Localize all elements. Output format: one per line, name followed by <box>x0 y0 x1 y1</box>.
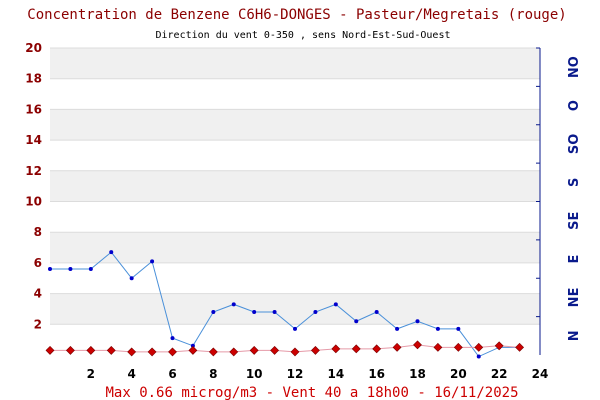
data-point <box>351 344 361 354</box>
data-point <box>231 302 236 307</box>
band <box>50 170 540 202</box>
data-point <box>272 310 277 315</box>
data-point <box>354 319 359 324</box>
band <box>50 48 540 79</box>
data-point <box>188 345 198 355</box>
x-tick-label: 4 <box>127 367 135 381</box>
data-point <box>333 302 338 307</box>
x-tick-label: 8 <box>209 367 217 381</box>
gridlines <box>50 47 540 325</box>
band <box>50 201 540 233</box>
data-point <box>208 347 218 357</box>
x-tick-label: 2 <box>87 367 95 381</box>
data-point <box>415 319 420 324</box>
wind-direction-label: NO <box>567 56 582 78</box>
y-tick-label: 4 <box>34 287 42 301</box>
wind-direction-label: NE <box>567 288 582 308</box>
data-point <box>372 344 382 354</box>
y-tick-label: 14 <box>25 133 42 147</box>
y-tick-label: 20 <box>25 41 42 55</box>
band <box>50 78 540 110</box>
y-tick-label: 6 <box>34 256 42 270</box>
data-point <box>106 345 116 355</box>
x-tick-label: 18 <box>409 367 426 381</box>
data-point <box>313 310 318 315</box>
series-layer <box>45 250 525 359</box>
data-point <box>515 342 525 352</box>
data-point <box>229 347 239 357</box>
x-tick-label: 12 <box>287 367 304 381</box>
wind-direction-label: N <box>567 330 582 341</box>
right-axis: N NE E SE S SO O NO <box>536 47 582 355</box>
data-point <box>150 259 155 264</box>
data-point <box>494 341 504 351</box>
data-point <box>331 344 341 354</box>
data-point <box>249 345 259 355</box>
x-tick-label: 16 <box>368 367 385 381</box>
y-tick-label: 8 <box>34 225 42 239</box>
chart-subtitle: Direction du vent 0-350 , sens Nord-Est-… <box>155 30 450 41</box>
data-point <box>129 276 134 281</box>
x-axis-ticks: 2 4 6 8 10 12 14 16 18 20 22 24 <box>87 367 549 381</box>
data-point <box>86 345 96 355</box>
data-point <box>395 326 400 331</box>
chart-footer: Max 0.66 microg/m3 - Vent 40 a 18h00 - 1… <box>105 385 518 400</box>
wind-direction-label: E <box>567 255 582 264</box>
data-point <box>413 340 422 350</box>
data-point <box>433 342 443 352</box>
wind-direction-label: O <box>567 100 582 111</box>
x-tick-label: 10 <box>246 367 263 381</box>
band <box>50 109 540 141</box>
data-point <box>453 342 463 352</box>
series <box>45 340 525 357</box>
x-tick-label: 6 <box>168 367 176 381</box>
y-tick-label: 10 <box>25 195 42 209</box>
data-point <box>456 326 461 331</box>
x-tick-label: 24 <box>532 367 549 381</box>
y-tick-label: 2 <box>34 317 42 331</box>
band <box>50 293 540 325</box>
y-tick-label: 18 <box>25 72 42 86</box>
x-tick-label: 20 <box>450 367 467 381</box>
data-point <box>310 345 320 355</box>
data-point <box>190 343 195 348</box>
wind-direction-label: S <box>567 178 582 187</box>
wind-direction-label: SO <box>567 134 582 154</box>
background-bands <box>50 48 540 355</box>
band <box>50 140 540 171</box>
data-point <box>88 267 93 272</box>
data-point <box>48 267 52 272</box>
data-point <box>147 347 157 357</box>
data-point <box>270 345 280 355</box>
data-point <box>474 342 484 352</box>
wind-direction-label: SE <box>567 212 582 230</box>
y-axis-ticks: 2 4 6 8 10 12 14 16 18 20 <box>25 41 42 331</box>
data-point <box>374 310 379 315</box>
data-point <box>252 310 257 315</box>
data-point <box>65 345 75 355</box>
band <box>50 232 540 263</box>
x-tick-label: 14 <box>327 367 344 381</box>
series-line <box>50 251 520 358</box>
data-point <box>170 336 175 341</box>
data-point <box>109 250 114 255</box>
data-point <box>127 347 137 357</box>
data-point <box>392 342 402 352</box>
data-point <box>211 310 216 315</box>
y-tick-label: 12 <box>25 164 42 178</box>
y-tick-label: 16 <box>25 102 42 116</box>
data-point <box>476 354 481 359</box>
data-point <box>68 267 73 272</box>
data-point <box>168 347 177 357</box>
data-point <box>435 326 440 331</box>
chart-title: Concentration de Benzene C6H6-DONGES - P… <box>27 7 566 23</box>
x-tick-label: 22 <box>491 367 508 381</box>
data-point <box>293 326 297 331</box>
data-point <box>290 347 300 357</box>
data-point <box>45 345 55 355</box>
